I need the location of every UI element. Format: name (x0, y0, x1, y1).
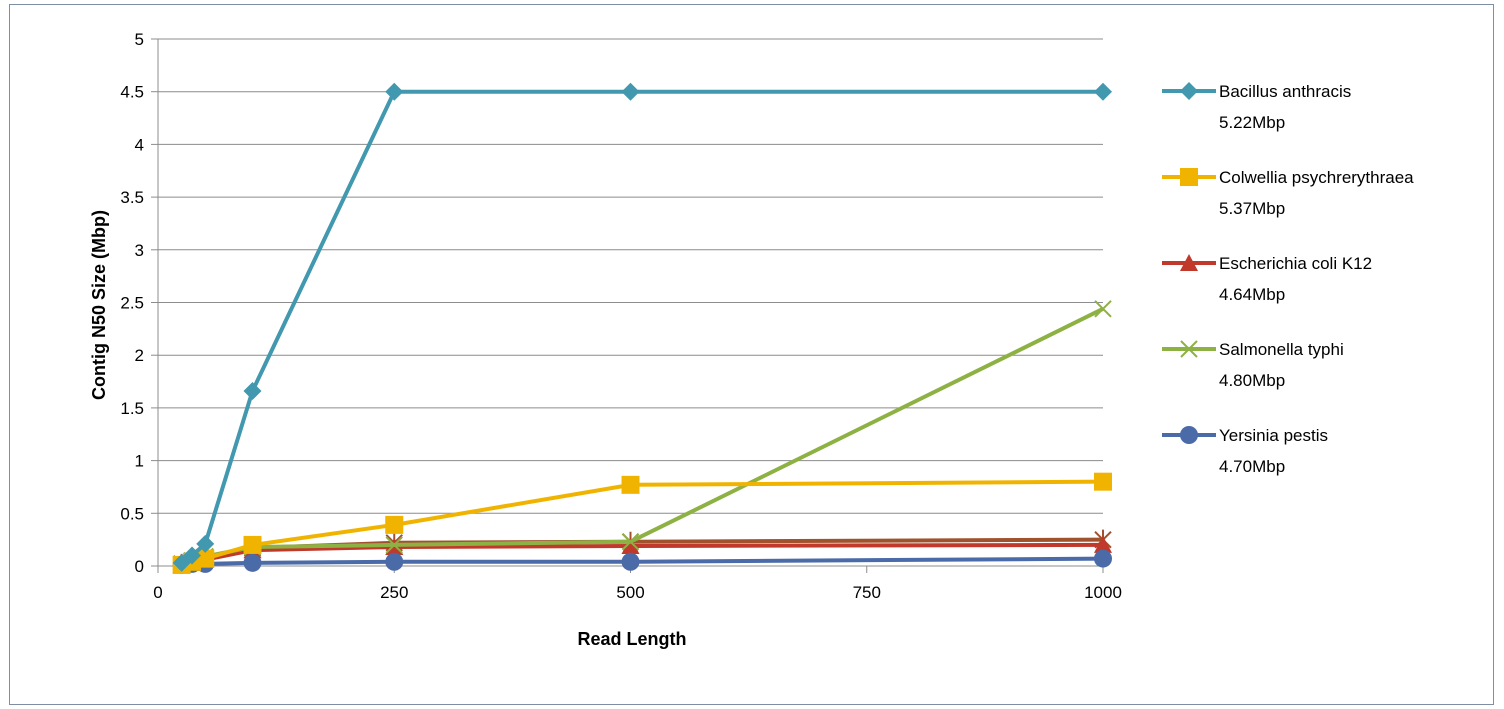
x-tick-label: 750 (853, 583, 881, 602)
y-tick-label: 3.5 (120, 188, 144, 207)
data-point (385, 82, 404, 101)
series-yersinia-pestis (172, 549, 1112, 574)
data-point (196, 549, 215, 568)
y-tick-label: 0.5 (120, 504, 144, 523)
data-point (621, 536, 640, 554)
data-point (385, 536, 403, 554)
legend-marker (1180, 254, 1198, 271)
legend-marker (1180, 426, 1198, 444)
legend-entry: Yersinia pestis 4.70Mbp (1162, 426, 1328, 476)
x-tick-label: 0 (153, 583, 162, 602)
y-tick-label: 5 (135, 30, 144, 49)
legend-entry: Escherichia coli K12 4.64Mbp (1162, 254, 1372, 304)
legend-entry: Salmonella typhi 4.80Mbp (1162, 340, 1344, 390)
data-point (243, 553, 262, 572)
legend-label: Escherichia coli K12 (1219, 254, 1372, 273)
legend-sublabel: 4.70Mbp (1219, 457, 1285, 476)
x-tick-label: 500 (616, 583, 644, 602)
legend-label: Bacillus anthracis (1219, 82, 1351, 101)
legend-label: Yersinia pestis (1219, 426, 1328, 445)
series-line (180, 307, 1104, 567)
y-tick-label: 1 (135, 452, 144, 471)
data-point (621, 533, 640, 551)
series-group (172, 82, 1112, 574)
legend-sublabel: 4.64Mbp (1219, 285, 1285, 304)
x-tick-label: 1000 (1084, 583, 1122, 602)
y-tick-label: 0 (135, 557, 144, 576)
legend-sublabel: 4.80Mbp (1219, 371, 1285, 390)
line-chart: 0 0.5 1 1.5 2 2.5 3 3.5 4 4.5 5 0 250 500 750 1000 Baci… (89, 30, 1414, 649)
data-point (1094, 300, 1112, 318)
legend-entry: Colwellia psychrerythraea 5.37Mbp (1162, 168, 1414, 218)
legend-label: Salmonella typhi (1219, 340, 1344, 359)
y-tick-label: 1.5 (120, 399, 144, 418)
data-point (385, 515, 404, 534)
legend-sublabel: 5.22Mbp (1219, 113, 1285, 132)
gridlines (158, 38, 1103, 514)
series-line (181, 479, 1104, 567)
data-point (385, 552, 404, 571)
y-tick-label: 3 (135, 241, 144, 260)
legend-label: Colwellia psychrerythraea (1219, 168, 1414, 187)
data-point (1094, 82, 1112, 101)
chart-frame: 0 0.5 1 1.5 2 2.5 3 3.5 4 4.5 5 0 250 500 750 1000 Baci… (9, 4, 1494, 705)
series-salmonella-typhi (172, 300, 1112, 574)
data-point (621, 552, 640, 571)
x-tick-label: 250 (380, 583, 408, 602)
data-point (243, 535, 262, 554)
y-tick-label: 4.5 (120, 83, 144, 102)
data-point (1094, 472, 1112, 491)
series-line (180, 89, 1103, 565)
y-axis-title: Contig N50 Size (Mbp) (89, 210, 109, 400)
data-point (183, 546, 202, 565)
data-point (621, 82, 640, 101)
data-point (1094, 549, 1112, 568)
legend: Bacillus anthracis 5.22Mbp Colwellia psych… (1162, 82, 1414, 476)
legend-marker (1180, 82, 1198, 100)
x-axis-title: Read Length (577, 629, 686, 649)
legend-marker (1180, 340, 1198, 358)
series-bacillus-anthracis (172, 82, 1112, 572)
legend-entry: Bacillus anthracis 5.22Mbp (1162, 82, 1351, 132)
y-tick-label: 4 (135, 135, 144, 154)
y-tick-label: 2 (135, 346, 144, 365)
data-point (243, 382, 262, 401)
axes: 0 0.5 1 1.5 2 2.5 3 3.5 4 4.5 5 0 250 500 750 1000 (120, 30, 1122, 602)
data-point (1094, 535, 1112, 553)
y-tick-label: 2.5 (120, 294, 144, 313)
legend-marker (1180, 168, 1198, 186)
series-line (181, 556, 1104, 567)
data-point (196, 534, 215, 553)
data-point (621, 475, 640, 494)
legend-sublabel: 5.37Mbp (1219, 199, 1285, 218)
